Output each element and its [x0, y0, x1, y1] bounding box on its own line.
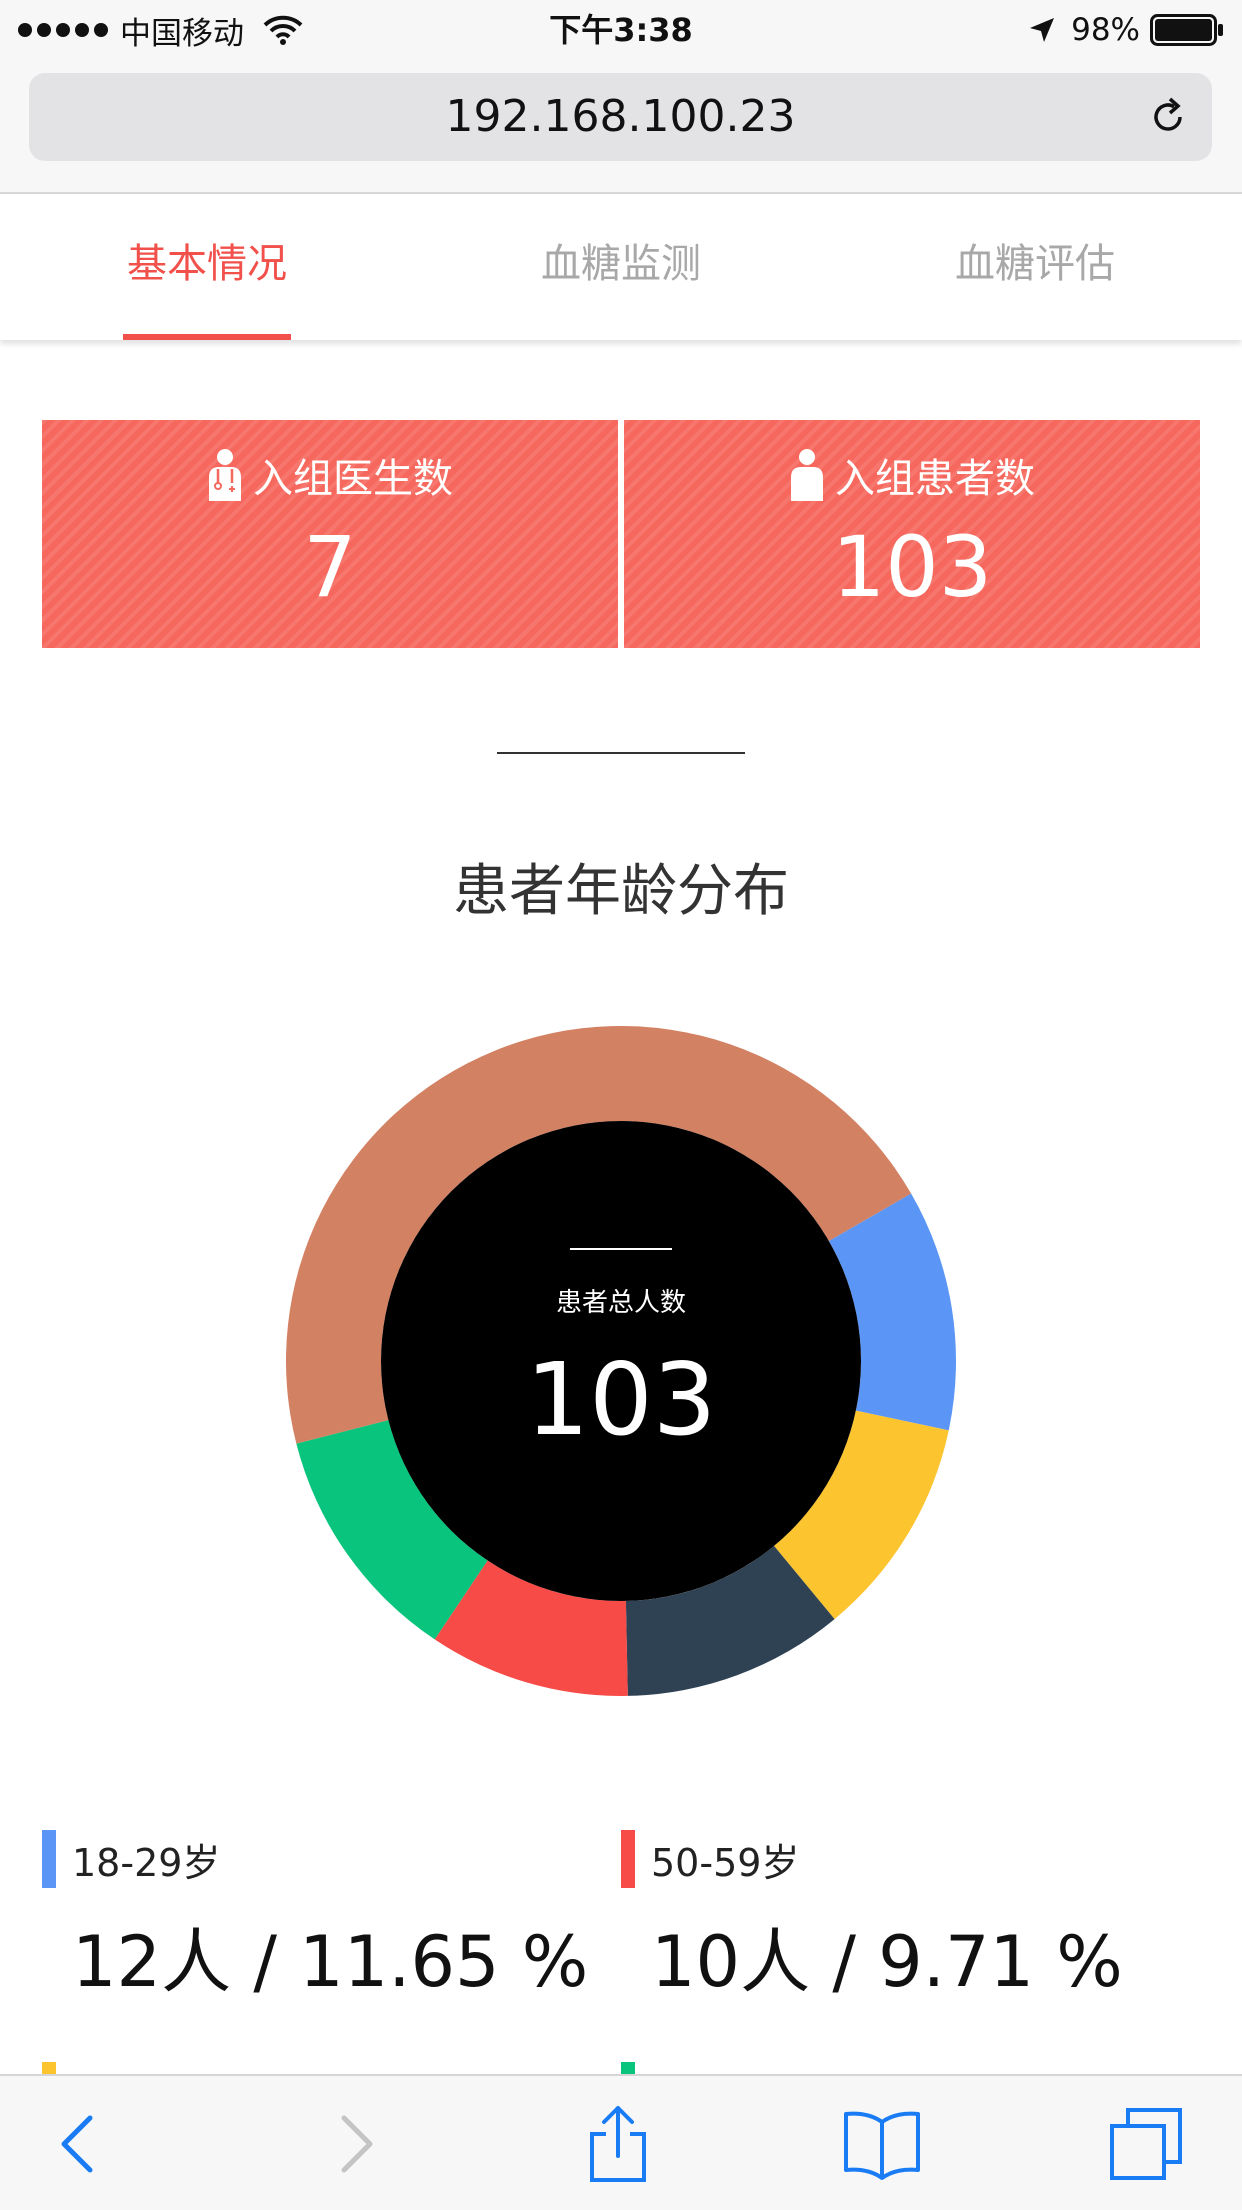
- donut-slice-4: [296, 1420, 488, 1640]
- tab-glucose-monitoring[interactable]: 血糖监测: [414, 194, 828, 340]
- patient-count-label: 入组患者数: [835, 456, 1035, 502]
- doctor-icon: [209, 449, 241, 501]
- donut-center-divider: [570, 1248, 672, 1250]
- status-left: 中国移动: [18, 8, 304, 52]
- patient-count-value: 103: [831, 518, 993, 616]
- status-right: 98%: [1027, 8, 1224, 52]
- url-bar[interactable]: 192.168.100.23: [29, 73, 1212, 161]
- donut-center-label: 患者总人数: [555, 1288, 686, 1318]
- tab-label: 基本情况: [127, 241, 287, 287]
- back-icon[interactable]: [40, 2104, 120, 2184]
- legend-count: 12人 / 11.65 %: [72, 1921, 589, 2003]
- tab-label: 血糖评估: [955, 241, 1115, 287]
- browser-address-area: 192.168.100.23: [0, 62, 1242, 194]
- legend-range: 50-59岁: [651, 1841, 800, 1885]
- stats-cards: 入组医生数 7 入组患者数 103: [42, 420, 1200, 648]
- donut-slice-3: [434, 1560, 628, 1696]
- wifi-icon: [263, 15, 303, 45]
- donut-slice-5: [286, 1026, 912, 1444]
- doctor-count-value: 7: [303, 518, 357, 616]
- legend-swatch: [42, 1830, 56, 1888]
- battery-percent: 98%: [1071, 12, 1140, 48]
- patient-icon: [791, 449, 823, 501]
- legend-swatch-partial: [621, 2062, 635, 2076]
- donut-slice-2: [625, 1545, 835, 1696]
- doctor-count-card: 入组医生数 7: [42, 420, 618, 648]
- legend-swatch-partial: [42, 2062, 56, 2076]
- donut-center-value: 103: [525, 1341, 717, 1458]
- tabs-icon[interactable]: [1106, 2104, 1186, 2184]
- legend-count: 10人 / 9.71 %: [651, 1921, 1123, 2003]
- location-arrow-icon: [1030, 18, 1055, 42]
- donut-slice-0: [828, 1193, 956, 1431]
- section-title: 患者年龄分布: [453, 859, 789, 924]
- tab-basic-info[interactable]: 基本情况: [0, 194, 414, 340]
- tab-glucose-assessment[interactable]: 血糖评估: [828, 194, 1242, 340]
- status-time: 下午3:38: [549, 11, 693, 49]
- battery-icon: [1150, 14, 1223, 46]
- forward-icon[interactable]: [314, 2104, 394, 2184]
- section-divider: [497, 752, 745, 754]
- tab-label: 血糖监测: [541, 241, 701, 287]
- donut-center-circle: [381, 1121, 861, 1601]
- active-tab-indicator: [123, 334, 291, 340]
- tab-bar: 基本情况 血糖监测 血糖评估: [0, 194, 1242, 340]
- status-bar: 中国移动 下午3:38 98%: [0, 0, 1242, 62]
- legend-swatch: [621, 1830, 635, 1888]
- url-text[interactable]: 192.168.100.23: [445, 91, 796, 142]
- patient-count-card: 入组患者数 103: [624, 420, 1200, 648]
- age-distribution-donut-chart: [286, 1026, 956, 1696]
- reload-icon[interactable]: [1146, 95, 1190, 139]
- browser-toolbar: [0, 2074, 1242, 2210]
- bookmarks-icon[interactable]: [842, 2104, 922, 2184]
- donut-slice-1: [774, 1410, 949, 1620]
- share-icon[interactable]: [578, 2104, 658, 2184]
- doctor-count-label: 入组医生数: [253, 456, 453, 502]
- carrier-name: 中国移动: [120, 15, 244, 52]
- signal-strength-icon: [18, 23, 108, 37]
- legend-range: 18-29岁: [72, 1841, 221, 1885]
